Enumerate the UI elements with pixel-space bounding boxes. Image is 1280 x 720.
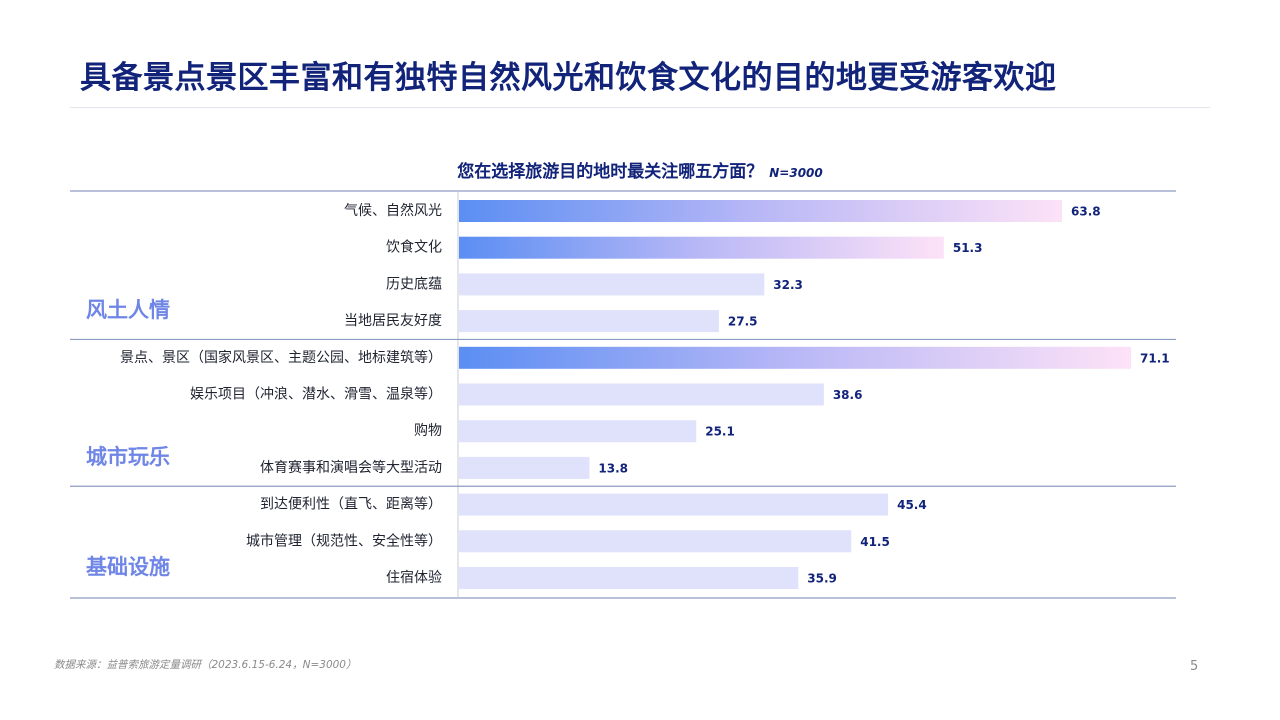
category-label: 娱乐项目（冲浪、潜水、滑雪、温泉等）	[190, 386, 442, 403]
sample-size-note: N=3000	[769, 166, 823, 180]
data-label: 45.4	[897, 498, 927, 512]
bar	[459, 420, 697, 443]
bar	[459, 383, 824, 406]
page-title: 具备景点景区丰富和有独特自然风光和饮食文化的目的地更受游客欢迎	[80, 60, 1057, 96]
bar	[459, 567, 799, 589]
category-label: 体育赛事和演唱会等大型活动	[260, 459, 442, 476]
bar	[459, 310, 719, 333]
category-label: 当地居民友好度	[344, 313, 442, 329]
data-label: 51.3	[953, 241, 983, 255]
bar	[459, 493, 889, 516]
bar	[459, 200, 1063, 222]
chart-title-text: 您在选择旅游目的地时最关注哪五方面？	[457, 162, 764, 182]
category-label: 到达便利性（直飞、距离等）	[260, 496, 442, 513]
category-label: 景点、景区（国家风景区、主题公园、地标建筑等）	[120, 349, 442, 366]
bar	[459, 236, 944, 259]
bar	[459, 273, 765, 296]
category-label: 城市管理（规范性、安全性等）	[246, 532, 442, 549]
bar	[459, 346, 1131, 369]
bar	[459, 530, 852, 553]
data-label: 35.9	[807, 572, 837, 586]
group-label: 城市玩乐	[86, 445, 170, 469]
category-label: 饮食文化	[386, 239, 442, 256]
category-label: 住宿体验	[386, 569, 442, 586]
data-label: 71.1	[1140, 351, 1170, 365]
data-label: 38.6	[833, 388, 863, 402]
data-label: 32.3	[773, 278, 803, 292]
chart-title: 您在选择旅游目的地时最关注哪五方面？ N=3000	[0, 157, 1280, 182]
page-number: 5	[1190, 659, 1199, 674]
bar	[459, 456, 590, 479]
data-label: 41.5	[860, 535, 890, 549]
category-label: 历史底蕴	[386, 276, 442, 292]
group-label: 基础设施	[86, 555, 170, 579]
group-label: 风土人情	[86, 298, 170, 322]
data-label: 27.5	[728, 315, 758, 329]
category-label: 购物	[414, 423, 442, 439]
data-label: 25.1	[705, 425, 735, 439]
source-footnote: 数据来源：益普索旅游定量调研（2023.6.15-6.24，N=3000）	[54, 659, 357, 671]
data-label: 63.8	[1071, 205, 1101, 219]
category-label: 气候、自然风光	[344, 202, 442, 219]
title-divider	[70, 107, 1210, 108]
data-label: 13.8	[598, 461, 628, 475]
